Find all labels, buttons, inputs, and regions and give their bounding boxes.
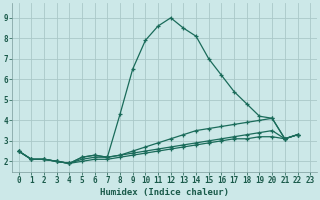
X-axis label: Humidex (Indice chaleur): Humidex (Indice chaleur): [100, 188, 229, 197]
